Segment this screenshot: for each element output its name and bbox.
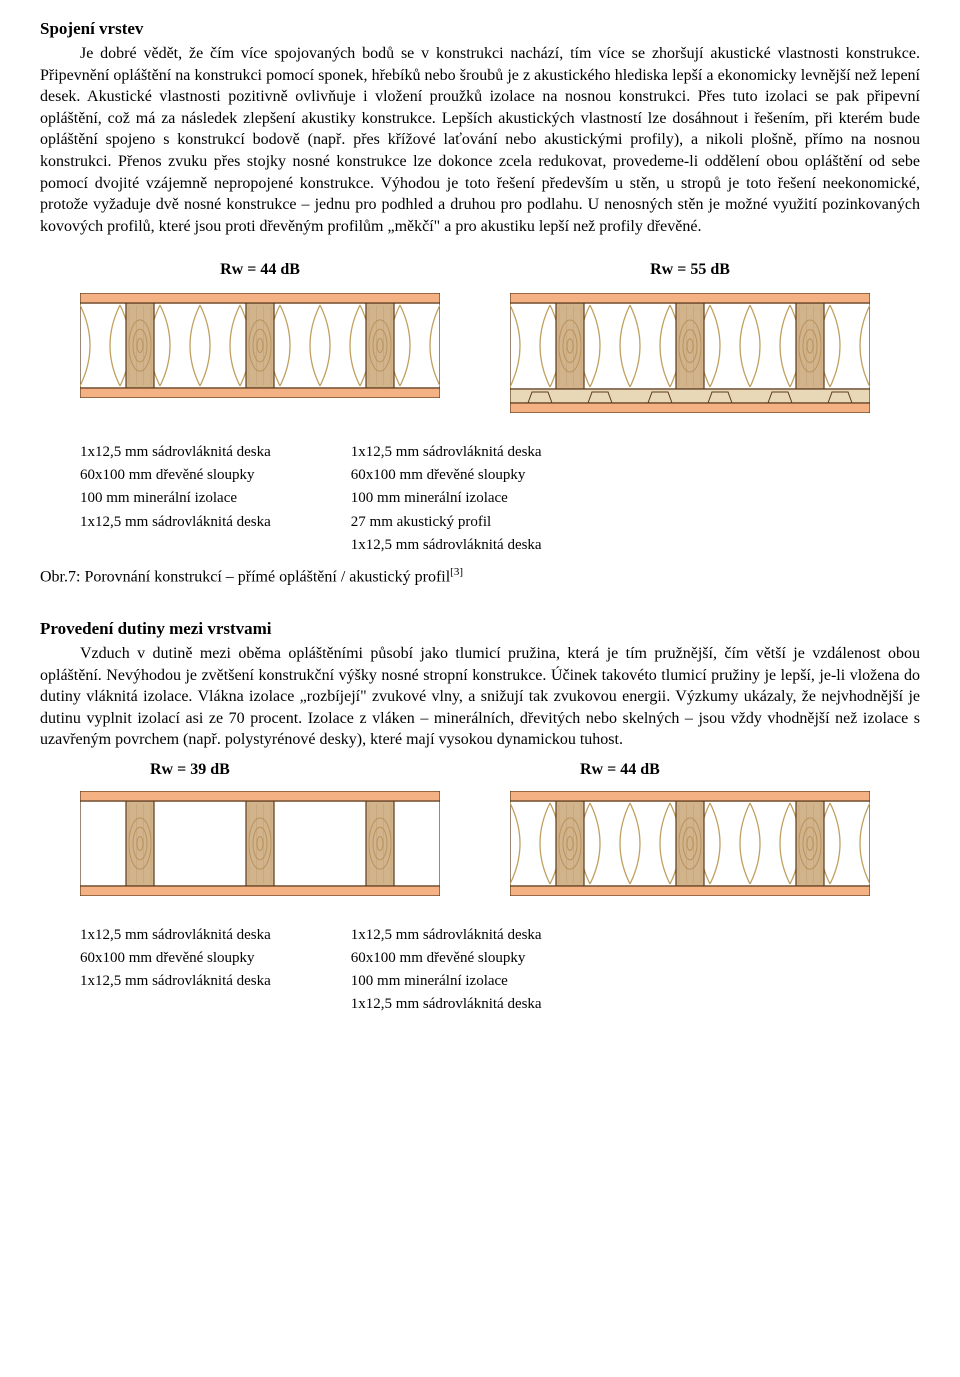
figure1-left-rw: Rw = 44 dB: [220, 259, 300, 281]
figure1-left-specs: 1x12,5 mm sádrovláknitá deska60x100 mm d…: [80, 441, 271, 557]
spec-line: 60x100 mm dřevěné sloupky: [80, 464, 271, 487]
spec-line: 1x12,5 mm sádrovláknitá deska: [351, 993, 542, 1016]
spec-line: 100 mm minerální izolace: [351, 970, 542, 993]
figure2-left-diagram: [80, 791, 440, 896]
figure2-right-col: Rw = 44 dB: [510, 759, 870, 896]
figure2-right-specs: 1x12,5 mm sádrovláknitá deska60x100 mm d…: [351, 924, 542, 1017]
figure1-left-diagram: [80, 293, 440, 398]
spec-line: 1x12,5 mm sádrovláknitá deska: [80, 924, 271, 947]
figure1-caption-text: Obr.7: Porovnání konstrukcí – přímé oplá…: [40, 568, 450, 585]
figure2-right-diagram: [510, 791, 870, 896]
figure1-right-specs: 1x12,5 mm sádrovláknitá deska60x100 mm d…: [351, 441, 542, 557]
figure2-left-col: Rw = 39 dB: [80, 759, 440, 896]
section1-heading: Spojení vrstev: [40, 18, 920, 41]
figure1-caption-ref: [3]: [450, 566, 463, 578]
figure2-row: Rw = 39 dB Rw = 44 dB: [80, 759, 920, 896]
figure1-left-col: Rw = 44 dB: [80, 259, 440, 413]
figure2-left-specs: 1x12,5 mm sádrovláknitá deska60x100 mm d…: [80, 924, 271, 1017]
figure1-caption: Obr.7: Porovnání konstrukcí – přímé oplá…: [40, 565, 920, 588]
spec-line: 100 mm minerální izolace: [80, 487, 271, 510]
section1-paragraph: Je dobré vědět, že čím více spojovaných …: [40, 43, 920, 237]
spec-line: 60x100 mm dřevěné sloupky: [80, 947, 271, 970]
figure2-left-rw: Rw = 39 dB: [150, 759, 440, 781]
spec-line: 27 mm akustický profil: [351, 511, 542, 534]
figure1-right-col: Rw = 55 dB: [510, 259, 870, 413]
figure1-right-diagram: [510, 293, 870, 413]
spec-line: 1x12,5 mm sádrovláknitá deska: [351, 441, 542, 464]
section2-heading: Provedení dutiny mezi vrstvami: [40, 618, 920, 641]
spec-line: 60x100 mm dřevěné sloupky: [351, 947, 542, 970]
spec-line: 1x12,5 mm sádrovláknitá deska: [80, 441, 271, 464]
spec-line: 1x12,5 mm sádrovláknitá deska: [351, 534, 542, 557]
spec-line: 100 mm minerální izolace: [351, 487, 542, 510]
spec-line: 1x12,5 mm sádrovláknitá deska: [80, 511, 271, 534]
figure1-row: Rw = 44 dB Rw = 55 dB: [80, 259, 920, 413]
figure2-right-rw: Rw = 44 dB: [580, 759, 870, 781]
spec-line: 1x12,5 mm sádrovláknitá deska: [80, 970, 271, 993]
section2-paragraph: Vzduch v dutině mezi oběma opláštěními p…: [40, 643, 920, 751]
spec-line: 1x12,5 mm sádrovláknitá deska: [351, 924, 542, 947]
figure1-spec-row: 1x12,5 mm sádrovláknitá deska60x100 mm d…: [80, 441, 920, 557]
figure2-spec-row: 1x12,5 mm sádrovláknitá deska60x100 mm d…: [80, 924, 920, 1017]
figure1-right-rw: Rw = 55 dB: [650, 259, 730, 281]
spec-line: 60x100 mm dřevěné sloupky: [351, 464, 542, 487]
